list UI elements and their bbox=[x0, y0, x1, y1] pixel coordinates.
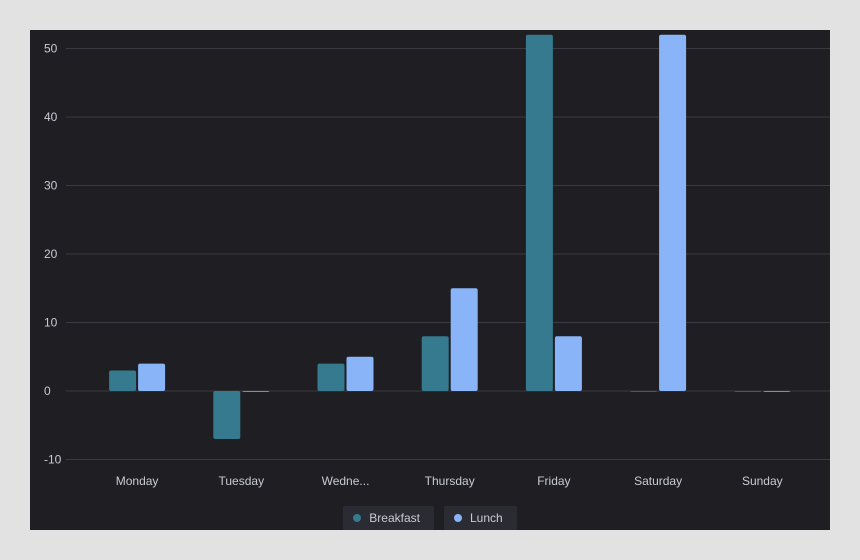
x-tick-label: Sunday bbox=[742, 474, 783, 488]
y-tick-label: 0 bbox=[44, 384, 51, 398]
bar-lunch-friday bbox=[554, 336, 582, 391]
y-tick-label: 20 bbox=[44, 247, 58, 261]
legend: Breakfast Lunch bbox=[30, 506, 830, 530]
y-tick-label: 50 bbox=[44, 42, 58, 56]
bar-lunch-wedne bbox=[346, 356, 374, 391]
y-tick-label: 10 bbox=[44, 316, 58, 330]
bar-layer bbox=[109, 34, 791, 439]
x-tick-label: Monday bbox=[116, 474, 159, 488]
y-tick-label: -10 bbox=[44, 453, 62, 467]
bar-breakfast-thursday bbox=[421, 336, 449, 391]
legend-label-lunch: Lunch bbox=[470, 511, 503, 525]
y-tick-label: 40 bbox=[44, 110, 58, 124]
bar-breakfast-wedne bbox=[317, 363, 345, 391]
grid-layer: -10 0 10 20 30 40 50 bbox=[44, 42, 830, 467]
x-tick-label: Wedne... bbox=[322, 474, 370, 488]
bar-lunch-thursday bbox=[450, 288, 478, 391]
bar-breakfast-tuesday bbox=[213, 391, 241, 439]
bar-lunch-saturday bbox=[659, 34, 687, 392]
bar-breakfast-monday bbox=[109, 370, 137, 391]
bar-breakfast-saturday bbox=[630, 391, 658, 392]
bar-lunch-tuesday bbox=[242, 391, 270, 392]
y-tick-label: 30 bbox=[44, 179, 58, 193]
bar-breakfast-sunday bbox=[734, 391, 762, 392]
bar-breakfast-friday bbox=[525, 34, 553, 392]
chart-panel: -10 0 10 20 30 40 50 Monday Tuesday Wedne... Thur… bbox=[30, 30, 830, 530]
bar-chart: -10 0 10 20 30 40 50 Monday Tuesday Wedne... Thur… bbox=[44, 34, 830, 488]
legend-item-breakfast[interactable]: Breakfast bbox=[343, 506, 434, 530]
x-tick-label: Saturday bbox=[634, 474, 682, 488]
x-tick-label: Friday bbox=[537, 474, 570, 488]
bar-lunch-sunday bbox=[763, 391, 791, 392]
bar-lunch-monday bbox=[138, 363, 166, 391]
legend-item-lunch[interactable]: Lunch bbox=[444, 506, 517, 530]
x-tick-label: Thursday bbox=[425, 474, 475, 488]
x-tick-label: Tuesday bbox=[219, 474, 265, 488]
legend-label-breakfast: Breakfast bbox=[369, 511, 420, 525]
legend-swatch-breakfast bbox=[353, 514, 362, 522]
x-axis-labels: Monday Tuesday Wedne... Thursday Friday Satur… bbox=[116, 474, 783, 488]
legend-swatch-lunch bbox=[454, 514, 462, 522]
